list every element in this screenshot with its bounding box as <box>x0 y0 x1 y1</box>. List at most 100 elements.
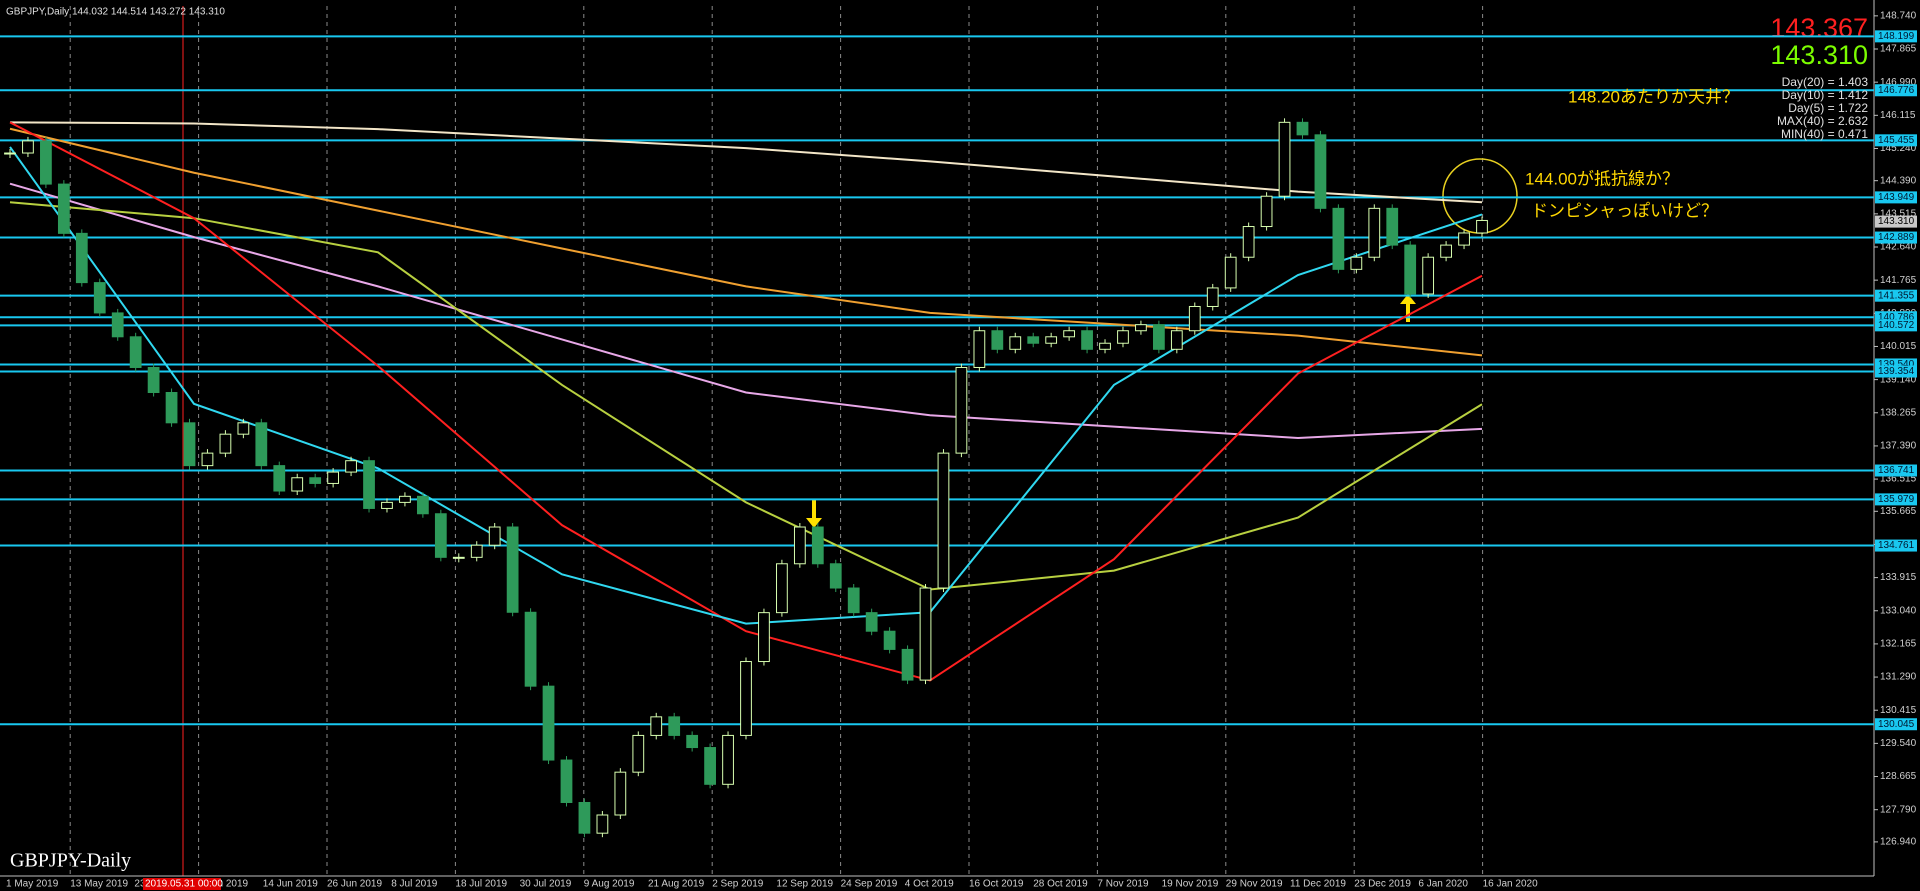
level-label-box <box>1875 493 1917 506</box>
y-tick-label: 148.740 <box>1880 10 1917 21</box>
candle-body <box>40 140 52 185</box>
candle-body <box>1027 336 1040 344</box>
x-tick-label: 1 May 2019 <box>6 879 59 890</box>
x-tick-label: 18 Jul 2019 <box>455 879 507 890</box>
candle-body <box>901 648 914 681</box>
y-tick-label: 132.165 <box>1880 639 1917 650</box>
candle-body <box>1170 330 1183 350</box>
x-tick-label: 16 Jan 2020 <box>1483 879 1538 890</box>
stat-line: MIN(40) = 0.471 <box>1781 127 1868 141</box>
candle-body <box>542 685 555 761</box>
x-tick-label: 12 Sep 2019 <box>776 879 833 890</box>
level-label: 130.045 <box>1878 719 1915 730</box>
level-label-box <box>1875 289 1917 302</box>
candle-body <box>57 183 70 234</box>
y-tick-label: 136.515 <box>1880 474 1917 485</box>
candle-body <box>847 587 860 614</box>
y-tick-label: 129.540 <box>1880 738 1917 749</box>
x-tick-label: 8 Jul 2019 <box>391 879 438 890</box>
down-arrow <box>806 500 822 528</box>
candle-body <box>488 526 501 546</box>
up-arrow <box>1400 294 1416 322</box>
candle-body <box>937 452 950 589</box>
candle-body <box>165 391 178 424</box>
candle-body <box>452 556 465 559</box>
candle-body <box>973 330 986 368</box>
level-label: 142.889 <box>1878 232 1915 243</box>
candle-body <box>147 366 160 393</box>
level-label-box <box>1875 134 1917 147</box>
x-tick-label: 6 Jan 2020 <box>1418 879 1468 890</box>
level-label: 140.572 <box>1878 320 1915 331</box>
candle-body <box>1152 324 1165 350</box>
candle-body <box>1009 336 1022 350</box>
candle-body <box>237 422 250 435</box>
x-tick-label: 11 Dec 2019 <box>1290 879 1346 890</box>
x-tick-label: 30 Jul 2019 <box>520 879 572 890</box>
level-label: 139.354 <box>1878 366 1915 377</box>
candle-body <box>1242 226 1255 258</box>
y-tick-label: 147.865 <box>1880 44 1917 55</box>
level-label: 143.949 <box>1878 192 1915 203</box>
level-label-box <box>1875 191 1917 204</box>
candle-body <box>1476 219 1488 234</box>
cursor-label-box <box>143 878 221 890</box>
level-label: 140.786 <box>1878 312 1915 323</box>
stat-line: Day(10) = 1.412 <box>1782 88 1869 102</box>
stat-line: Day(5) = 1.722 <box>1788 101 1868 115</box>
annotation: 144.00が抵抗線か？ <box>1525 169 1679 188</box>
stat-line: Day(20) = 1.403 <box>1782 75 1869 89</box>
x-tick-label: 14 Jun 2019 <box>263 879 318 890</box>
y-tick-label: 127.790 <box>1880 804 1917 815</box>
y-tick-label: 138.265 <box>1880 407 1917 418</box>
candle-body <box>919 587 932 681</box>
x-tick-label: 28 Oct 2019 <box>1033 879 1088 890</box>
candle-body <box>1422 256 1435 295</box>
candle-body <box>309 477 322 484</box>
level-label: 136.741 <box>1878 465 1915 476</box>
candle-body <box>201 452 214 467</box>
indicator-line <box>9 121 1483 204</box>
candle-body <box>1081 330 1093 350</box>
level-label-box <box>1875 539 1917 552</box>
candle-body <box>93 282 106 314</box>
candle-body <box>1404 244 1417 295</box>
candle-body <box>740 661 752 736</box>
indicator-line <box>9 146 1483 625</box>
level-label: 141.355 <box>1878 290 1915 301</box>
candle-body <box>1350 256 1363 270</box>
x-tick-label: 16 Oct 2019 <box>969 879 1024 890</box>
y-tick-label: 133.040 <box>1880 605 1917 616</box>
candle-body <box>1063 330 1076 338</box>
candle-body <box>219 433 232 454</box>
candle-body <box>865 612 878 632</box>
candle-body <box>668 716 681 736</box>
candle-body <box>381 501 393 509</box>
candle-body <box>1206 287 1219 307</box>
y-tick-label: 145.240 <box>1880 143 1917 154</box>
candle-body <box>704 747 716 785</box>
candle-body <box>1045 336 1058 344</box>
indicator-line <box>9 201 1483 591</box>
level-label: 148.199 <box>1878 31 1915 42</box>
last-price-label: 143.310 <box>1878 216 1915 227</box>
candle-body <box>793 526 806 565</box>
candle-body <box>506 526 519 613</box>
y-tick-label: 140.015 <box>1880 341 1917 352</box>
candle-body <box>1117 330 1129 344</box>
candle-body <box>470 544 483 558</box>
candle-body <box>1458 232 1470 246</box>
candle-body <box>75 232 88 284</box>
y-tick-label: 126.940 <box>1880 837 1917 848</box>
x-tick-label: 21 Aug 2019 <box>648 879 705 890</box>
indicator-line <box>9 121 1483 682</box>
candle-body <box>255 422 268 467</box>
level-label-box <box>1875 718 1917 731</box>
x-tick-label: 24 Sep 2019 <box>841 879 898 890</box>
level-label: 134.761 <box>1878 540 1915 551</box>
level-label-box <box>1875 84 1917 97</box>
x-tick-label: 4 Oct 2019 <box>905 879 954 890</box>
y-tick-label: 130.415 <box>1880 705 1917 716</box>
